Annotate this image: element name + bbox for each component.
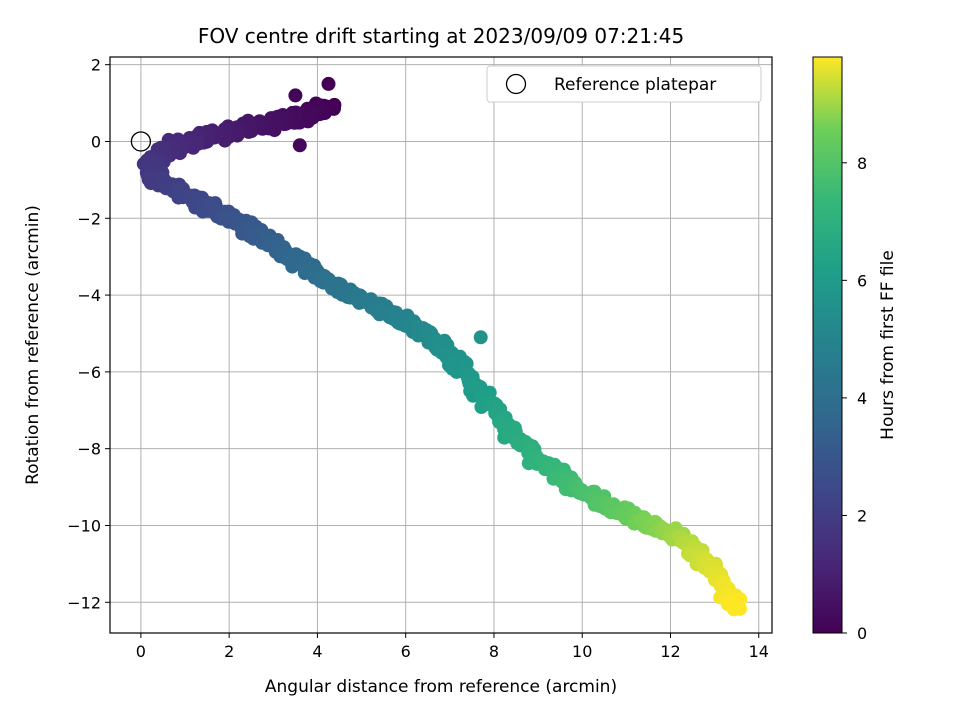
x-tick-label: 0 — [136, 642, 146, 661]
data-point — [285, 259, 300, 274]
y-axis-label: Rotation from reference (arcmin) — [23, 205, 43, 485]
data-point — [720, 597, 735, 612]
x-tick-label: 4 — [312, 642, 322, 661]
legend-label-reference: Reference platepar — [554, 75, 716, 95]
plot-frame — [109, 56, 773, 634]
data-point — [321, 76, 336, 91]
x-tick-label: 14 — [749, 642, 769, 661]
y-tick-label: −4 — [77, 286, 101, 305]
data-points — [136, 76, 748, 617]
colorbar-tick-label: 4 — [857, 389, 867, 408]
legend: Reference platepar — [486, 65, 762, 103]
y-tick-label: −12 — [67, 593, 101, 612]
x-tick-label: 2 — [224, 642, 234, 661]
colorbar: 0 2 4 6 8 Hours from first FF file — [812, 56, 898, 643]
y-tick-label: −8 — [77, 440, 101, 459]
chart-title: FOV centre drift starting at 2023/09/09 … — [198, 24, 684, 48]
x-tick-label: 10 — [572, 642, 592, 661]
y-tick-label: −6 — [77, 363, 101, 382]
data-point — [731, 593, 746, 608]
legend-marker-reference — [505, 73, 527, 95]
colorbar-tick-label: 6 — [857, 271, 867, 290]
data-point — [292, 138, 307, 153]
x-tick-label: 8 — [489, 642, 499, 661]
colorbar-gradient — [812, 56, 843, 634]
colorbar-label: Hours from first FF file — [878, 250, 898, 440]
y-tick-label: 0 — [91, 132, 101, 151]
colorbar-tick-label: 8 — [857, 154, 867, 173]
x-axis-label: Angular distance from reference (arcmin) — [265, 677, 617, 697]
colorbar-tick-label: 0 — [857, 624, 867, 643]
y-axis-ticks: −12 −10 −8 −6 −4 −2 0 2 — [67, 56, 110, 612]
x-tick-label: 12 — [660, 642, 680, 661]
legend-box — [486, 65, 762, 103]
y-tick-label: 2 — [91, 56, 101, 75]
data-point — [473, 330, 488, 345]
data-point — [288, 88, 303, 103]
y-tick-label: −10 — [67, 516, 101, 535]
reference-platepar-marker — [130, 131, 152, 152]
x-axis-ticks: 0 2 4 6 8 10 12 14 — [136, 633, 769, 661]
colorbar-tick-label: 2 — [857, 506, 867, 525]
y-tick-label: −2 — [77, 209, 101, 228]
x-tick-label: 6 — [401, 642, 411, 661]
reference-marker-layer — [130, 131, 152, 152]
colorbar-ticks: 0 2 4 6 8 — [842, 154, 867, 643]
